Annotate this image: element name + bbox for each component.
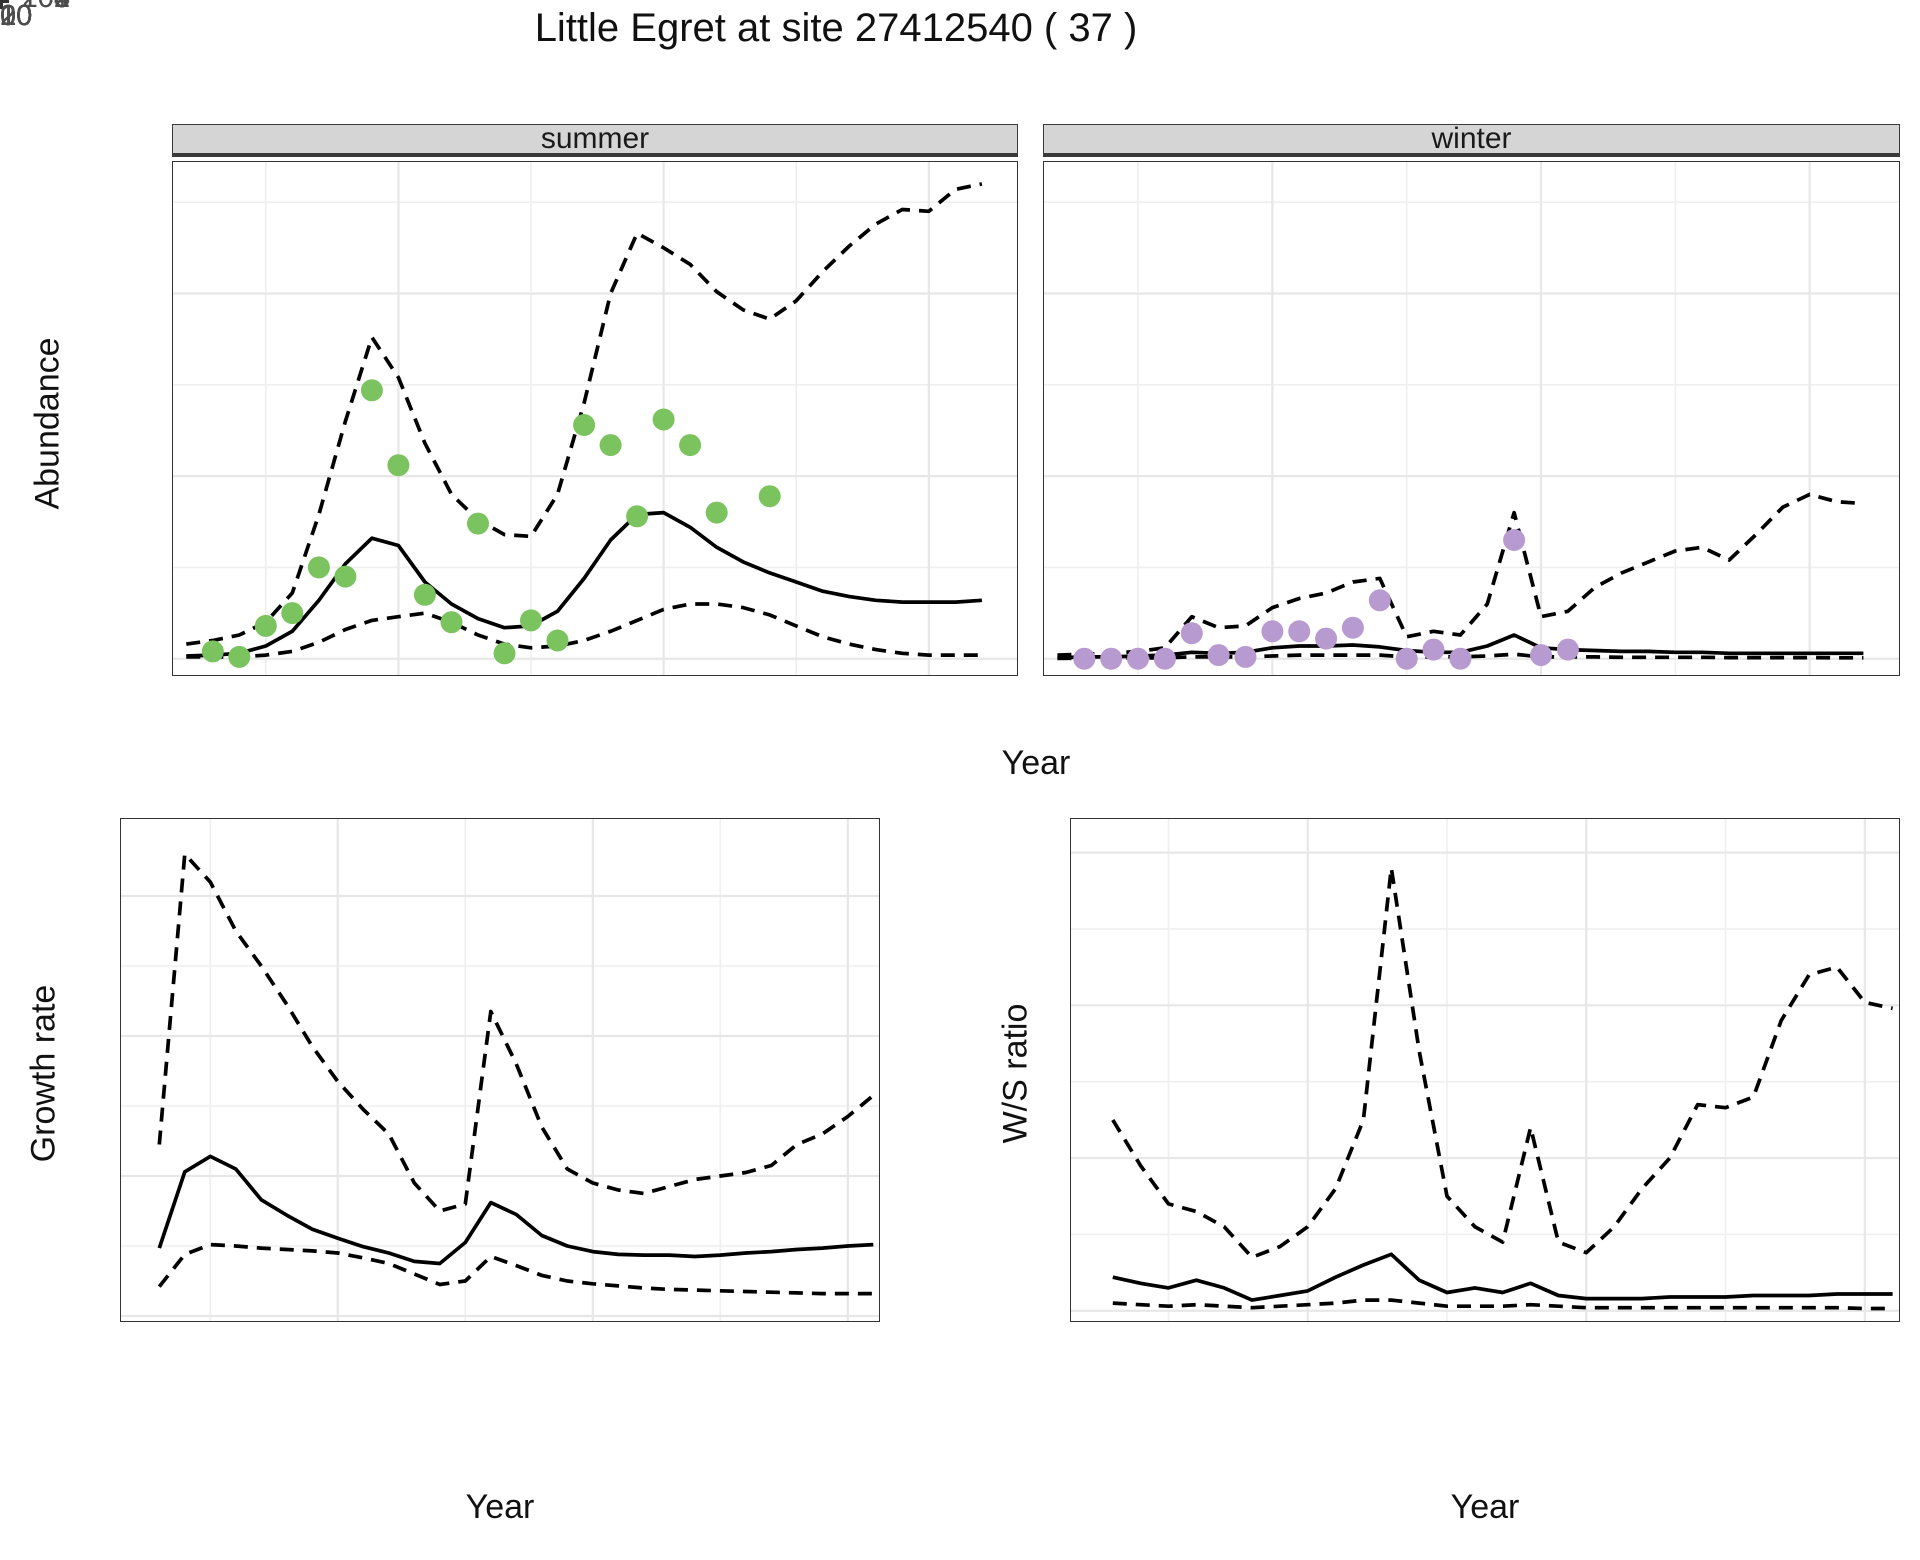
y-axis-title-abundance: Abundance	[28, 337, 67, 510]
facet-strip-winter: winter	[1043, 122, 1900, 157]
plot-title: Little Egret at site 27412540 ( 37 )	[534, 6, 1138, 50]
data-point-observed-winter	[1153, 647, 1176, 670]
data-point-observed-winter	[1422, 638, 1445, 661]
data-point-observed-summer	[440, 611, 463, 634]
data-point-observed-summer	[307, 556, 330, 579]
y-tick-mark	[0, 0, 9, 3]
series-upper-ci	[157, 852, 875, 1213]
y-tick-mark	[0, 0, 9, 3]
panel-abundance-summer	[172, 161, 1018, 676]
data-point-observed-winter	[1368, 589, 1391, 612]
facet-strip-winter-label: winter	[1431, 122, 1512, 155]
data-point-observed-summer	[652, 408, 675, 431]
data-point-observed-summer	[758, 485, 781, 508]
y-tick-mark	[0, 0, 9, 3]
panel-abundance-winter	[1043, 161, 1900, 676]
series-fit	[1112, 1252, 1893, 1302]
y-tick-mark	[0, 0, 9, 3]
data-point-observed-summer	[467, 512, 489, 535]
data-point-observed-winter	[1288, 620, 1311, 643]
y-tick-mark	[0, 0, 9, 3]
data-point-observed-winter	[1180, 622, 1203, 645]
data-point-observed-winter	[1100, 647, 1123, 670]
data-point-observed-summer	[387, 454, 410, 477]
data-point-observed-winter	[1449, 647, 1472, 670]
y-axis-title-growth-rate: Growth rate	[24, 984, 63, 1163]
y-axis-title-ws-ratio: W/S ratio	[996, 1003, 1035, 1144]
data-point-observed-summer	[281, 602, 304, 625]
y-tick-mark	[0, 0, 9, 3]
data-point-observed-winter	[1207, 644, 1230, 667]
data-point-observed-winter	[1503, 529, 1526, 551]
data-point-observed-summer	[573, 414, 596, 436]
data-point-observed-summer	[520, 609, 542, 632]
data-point-observed-summer	[705, 501, 728, 524]
facet-strip-summer-label: summer	[540, 122, 650, 155]
data-point-observed-summer	[626, 505, 649, 528]
data-point-observed-winter	[1530, 644, 1552, 667]
data-point-observed-summer	[679, 434, 702, 457]
data-point-observed-winter	[1127, 647, 1149, 670]
data-point-observed-summer	[334, 565, 357, 588]
data-point-observed-winter	[1556, 638, 1579, 661]
series-fit	[186, 510, 983, 658]
series-fit	[157, 1154, 874, 1266]
y-tick-mark	[0, 0, 9, 3]
panel-ws-ratio	[1070, 818, 1900, 1322]
y-tick-mark	[0, 0, 9, 3]
data-point-observed-winter	[1395, 647, 1418, 670]
data-point-observed-winter	[1234, 645, 1257, 668]
data-point-observed-summer	[546, 629, 569, 652]
series-upper-ci	[1057, 492, 1864, 657]
x-axis-title-year-ws: Year	[1450, 1488, 1520, 1526]
data-point-observed-summer	[254, 614, 277, 637]
data-point-observed-summer	[228, 645, 251, 668]
facet-strip-summer: summer	[172, 122, 1018, 157]
series-lower-ci	[1112, 1298, 1893, 1311]
series-upper-ci	[1111, 866, 1893, 1260]
data-point-observed-summer	[599, 434, 622, 457]
data-point-observed-winter	[1073, 647, 1096, 670]
y-tick-mark	[0, 0, 9, 3]
y-tick-mark	[0, 0, 9, 3]
x-axis-title-year-growth: Year	[465, 1488, 535, 1526]
series-upper-ci	[186, 182, 983, 646]
series-lower-ci	[186, 602, 982, 659]
data-point-observed-summer	[201, 640, 224, 663]
data-point-observed-summer	[413, 583, 436, 606]
y-tick-mark	[0, 0, 9, 3]
data-point-observed-winter	[1341, 616, 1364, 639]
x-axis-title-year-top: Year	[1001, 744, 1071, 782]
data-point-observed-winter	[1315, 627, 1338, 650]
data-point-observed-summer	[493, 642, 516, 665]
data-point-observed-summer	[360, 379, 383, 402]
series-lower-ci	[157, 1242, 874, 1296]
panel-growth-rate	[120, 818, 880, 1322]
data-point-observed-winter	[1261, 620, 1284, 643]
